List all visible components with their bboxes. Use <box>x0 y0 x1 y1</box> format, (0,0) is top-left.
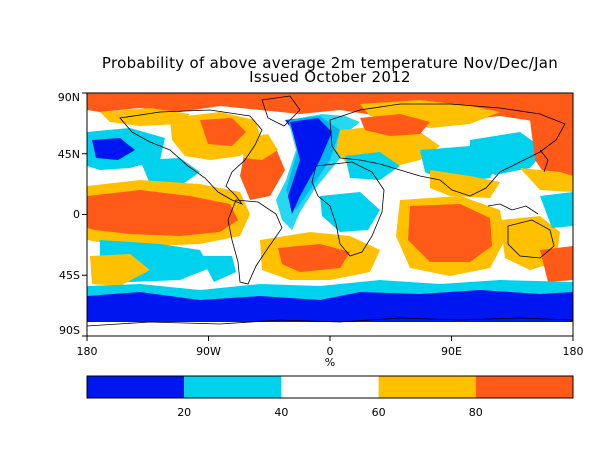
south-america-coast <box>227 199 283 285</box>
antarctica-coast <box>87 317 573 327</box>
lat-tick-90n: 90N <box>58 91 80 104</box>
japan-coast <box>539 149 549 173</box>
colorbar-tick-80: 80 <box>469 406 483 419</box>
colorbar-segment-0-20 <box>87 376 185 398</box>
colorbar-tick-20: 20 <box>177 406 191 419</box>
lat-tick-90s: 90S <box>59 324 80 337</box>
lon-tick-90w: 90W <box>196 345 221 358</box>
colorbar-segment-60-80 <box>378 376 476 398</box>
latitude-axis <box>82 92 87 337</box>
lon-tick-180w: 180 <box>77 345 98 358</box>
indonesia-coast <box>487 203 539 215</box>
lat-tick-45s: 45S <box>59 269 80 282</box>
australia-coast <box>507 219 555 259</box>
lon-tick-90e: 90E <box>441 345 462 358</box>
lat-tick-45n: 45N <box>58 148 80 161</box>
colorbar-tick-60: 60 <box>372 406 386 419</box>
colorbar-segment-40-60 <box>281 376 379 398</box>
probability-field <box>87 93 573 336</box>
lon-tick-180e: 180 <box>563 345 584 358</box>
lon-tick-0: 0 <box>327 345 334 358</box>
colorbar-frame <box>86 375 574 399</box>
longitude-axis <box>86 336 574 341</box>
colorbar-segment-80-100 <box>475 376 573 398</box>
eurasia-coast <box>329 103 566 197</box>
map-title-line-2: Issued October 2012 <box>249 68 411 86</box>
arctic-orange-patches <box>360 100 500 128</box>
colorbar-tick-40: 40 <box>274 406 288 419</box>
africa-coast <box>311 161 385 257</box>
map-title-line-1: Probability of above average 2m temperat… <box>101 54 559 72</box>
x-axis-unit-label: % <box>325 356 335 369</box>
lat-tick-0: 0 <box>73 208 80 221</box>
coastlines <box>87 95 573 327</box>
greenland-coast <box>261 95 301 127</box>
colorbar <box>86 375 574 399</box>
north-america-coast <box>119 109 263 205</box>
colorbar-segment-20-40 <box>184 376 282 398</box>
